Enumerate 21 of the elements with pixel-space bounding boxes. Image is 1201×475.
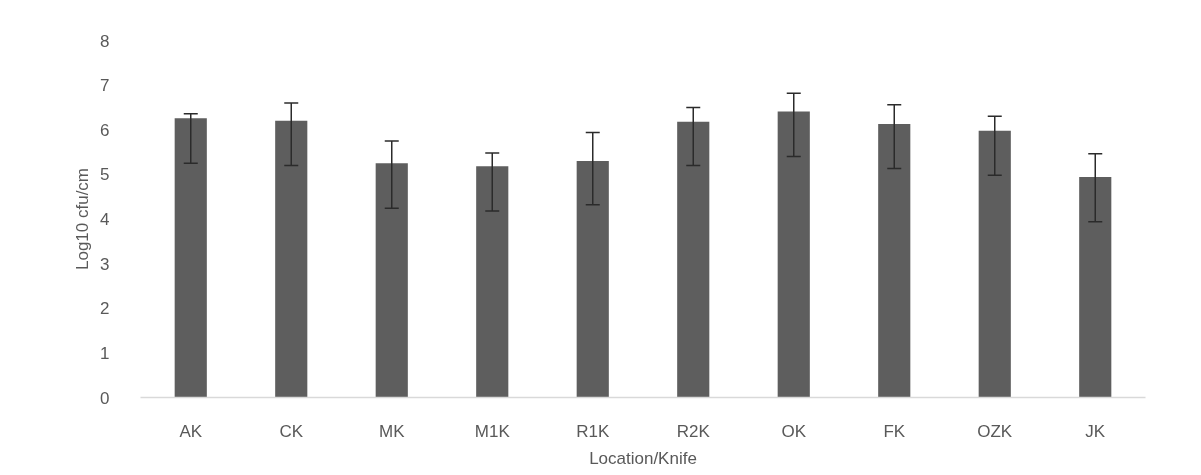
x-axis-title: Location/Knife [589, 448, 697, 468]
x-tick-label: CK [279, 421, 304, 441]
x-tick-label: R1K [576, 421, 610, 441]
y-tick-label: 2 [100, 299, 110, 319]
x-tick-label: R2K [676, 421, 711, 441]
y-tick-label: 4 [100, 210, 110, 229]
x-tick-label: MK [379, 421, 406, 441]
y-tick-label: 8 [100, 31, 110, 51]
x-tick-label: FK [883, 421, 906, 441]
y-tick-label: 7 [100, 76, 110, 96]
y-tick-label: 3 [100, 254, 110, 274]
x-tick-label: OK [781, 421, 807, 441]
y-tick-label: 1 [100, 343, 110, 363]
x-tick-label: AK [179, 421, 203, 441]
x-tick-label: JK [1085, 421, 1106, 441]
y-axis-title: Log10 cfu/cm [73, 167, 93, 271]
y-tick-label: 0 [100, 388, 110, 408]
x-tick-label: M1K [474, 421, 511, 441]
y-tick-label: 5 [100, 165, 110, 185]
y-tick-label: 6 [100, 120, 110, 140]
x-tick-label: OZK [977, 421, 1013, 441]
